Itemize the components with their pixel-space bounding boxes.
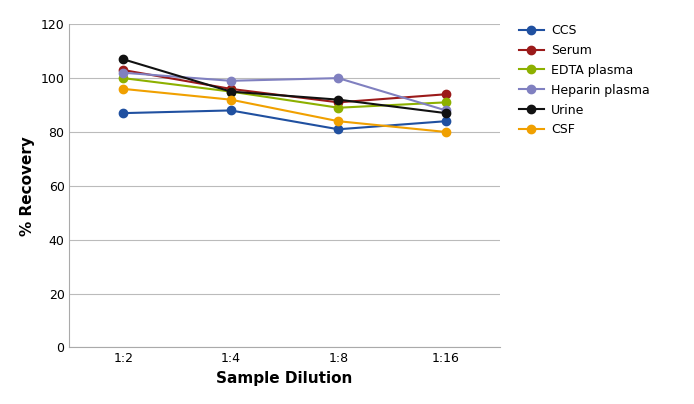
Line: CSF: CSF xyxy=(119,85,450,136)
EDTA plasma xyxy=(334,105,342,110)
X-axis label: Sample Dilution: Sample Dilution xyxy=(217,371,353,386)
Urine xyxy=(441,111,450,116)
Serum xyxy=(441,92,450,97)
Serum xyxy=(119,67,128,72)
CCS xyxy=(334,127,342,132)
Heparin plasma xyxy=(226,78,235,83)
CSF xyxy=(119,86,128,91)
Heparin plasma xyxy=(334,76,342,80)
Heparin plasma xyxy=(119,70,128,75)
Line: EDTA plasma: EDTA plasma xyxy=(119,74,450,112)
Line: Heparin plasma: Heparin plasma xyxy=(119,69,450,115)
Urine xyxy=(119,57,128,62)
Serum xyxy=(226,86,235,91)
Urine xyxy=(226,89,235,94)
Serum xyxy=(334,100,342,105)
EDTA plasma xyxy=(441,100,450,105)
CSF xyxy=(334,119,342,124)
Y-axis label: % Recovery: % Recovery xyxy=(20,136,35,236)
CSF xyxy=(441,130,450,135)
CCS xyxy=(119,111,128,116)
Line: Serum: Serum xyxy=(119,66,450,107)
EDTA plasma xyxy=(226,89,235,94)
EDTA plasma xyxy=(119,76,128,80)
Line: Urine: Urine xyxy=(119,55,450,117)
Legend: CCS, Serum, EDTA plasma, Heparin plasma, Urine, CSF: CCS, Serum, EDTA plasma, Heparin plasma,… xyxy=(519,24,650,137)
CSF xyxy=(226,97,235,102)
Heparin plasma xyxy=(441,108,450,113)
CCS xyxy=(441,119,450,124)
CCS xyxy=(226,108,235,113)
Urine xyxy=(334,97,342,102)
Line: CCS: CCS xyxy=(119,106,450,133)
